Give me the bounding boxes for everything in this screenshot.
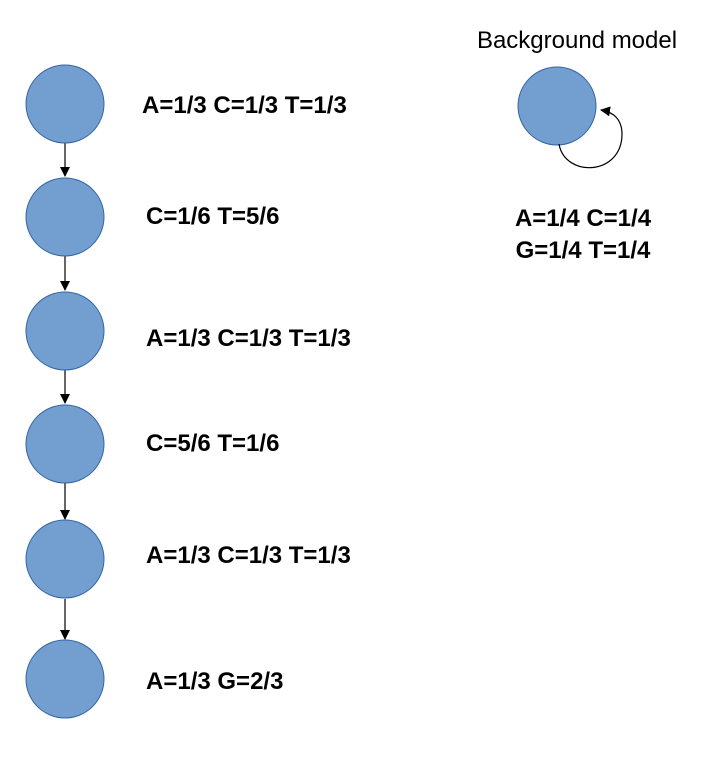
state-node-3: [25, 291, 105, 371]
background-node: [517, 66, 597, 146]
state-node-1: [25, 64, 105, 144]
state-node-5: [25, 519, 105, 599]
emission-label-6: A=1/3 G=2/3: [146, 668, 283, 695]
emission-label-5: A=1/3 C=1/3 T=1/3: [146, 542, 351, 569]
chain-labels: A=1/3 C=1/3 T=1/3 C=1/6 T=5/6 A=1/3 C=1/…: [142, 92, 351, 695]
chain-nodes: [25, 64, 105, 719]
state-node-4: [25, 404, 105, 484]
state-node-2: [25, 177, 105, 257]
emission-label-3: A=1/3 C=1/3 T=1/3: [146, 325, 351, 352]
background-self-loop: [558, 106, 623, 169]
background-model: Background model A=1/4 C=1/4 G=1/4 T=1/4: [477, 27, 677, 264]
emission-label-4: C=5/6 T=1/6: [146, 430, 279, 457]
state-node-6: [25, 639, 105, 719]
background-emission-line-1: A=1/4 C=1/4: [515, 205, 652, 232]
emission-label-1: A=1/3 C=1/3 T=1/3: [142, 92, 347, 119]
background-model-title: Background model: [477, 27, 677, 54]
background-emission-line-2: G=1/4 T=1/4: [516, 237, 651, 264]
emission-label-2: C=1/6 T=5/6: [146, 203, 279, 230]
